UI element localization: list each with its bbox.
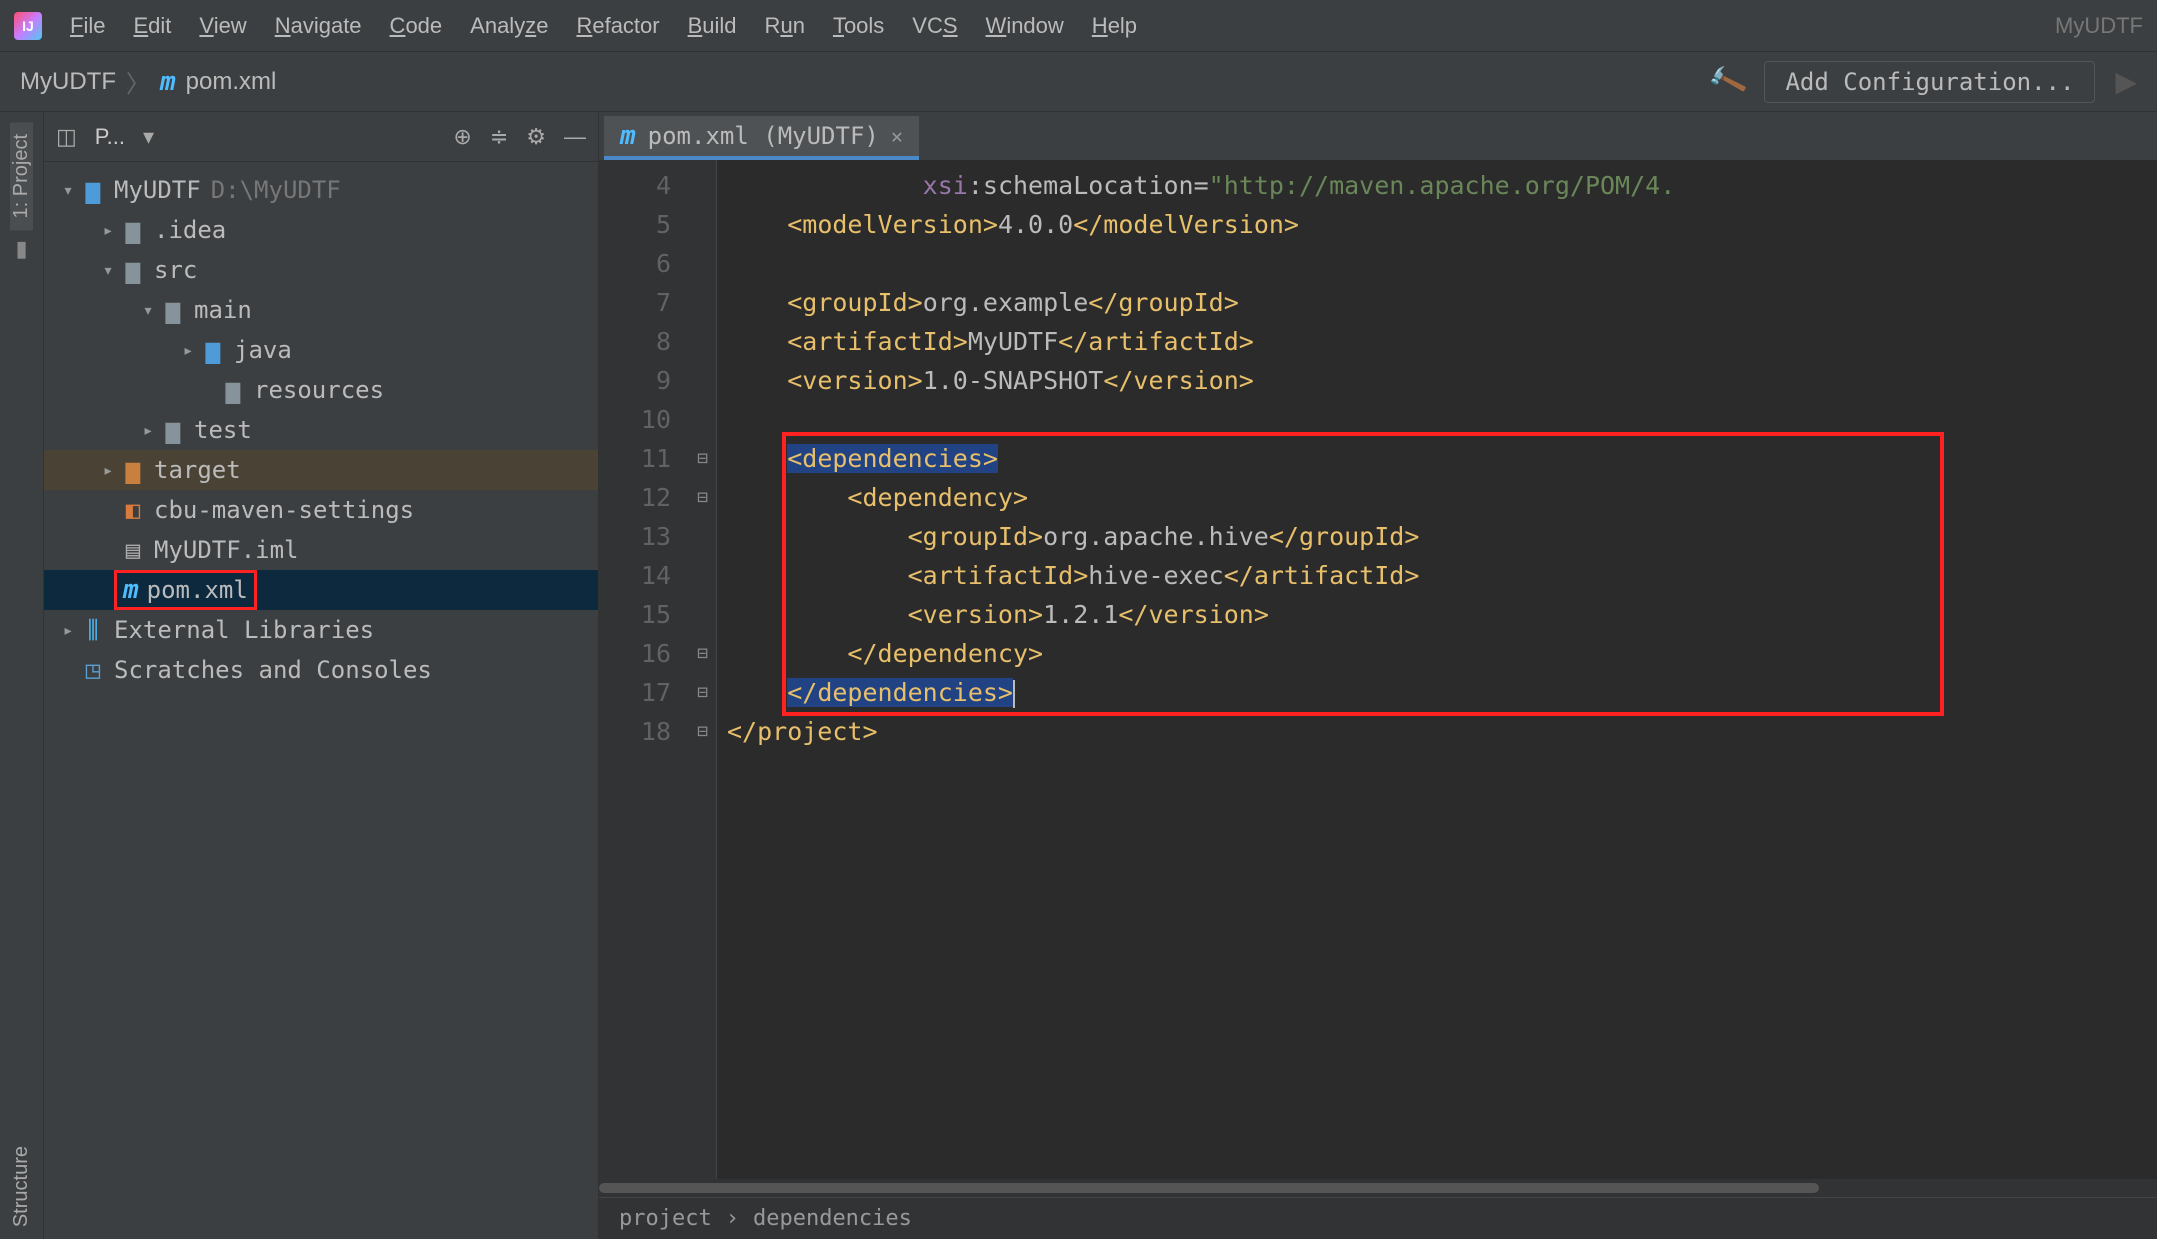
panel-header: ◫ P... ▾ ⊕ ≑ ⚙ — (44, 112, 598, 162)
build-icon[interactable]: 🔨 (1705, 60, 1749, 103)
close-tab-icon[interactable]: ✕ (891, 124, 903, 148)
menu-code[interactable]: Code (390, 13, 443, 39)
breadcrumb-sep-icon: › (726, 1206, 739, 1231)
resources-folder-icon: ▆ (218, 376, 248, 404)
hide-icon[interactable]: — (564, 124, 586, 150)
code-lines[interactable]: xsi:schemaLocation="http://maven.apache.… (717, 160, 2157, 1179)
editor-breadcrumb[interactable]: project › dependencies (599, 1197, 2157, 1239)
breadcrumb-sep: 〉 (126, 64, 150, 99)
tree-root[interactable]: ▆ MyUDTF D:\MyUDTF (44, 170, 598, 210)
editor-area: m pom.xml (MyUDTF) ✕ 4567891011121314151… (599, 112, 2157, 1239)
tree-iml[interactable]: ▤ MyUDTF.iml (44, 530, 598, 570)
excluded-folder-icon: ▆ (118, 456, 148, 484)
settings-icon[interactable]: ⚙ (526, 124, 546, 150)
breadcrumb-project[interactable]: project (619, 1206, 712, 1231)
menu-navigate[interactable]: Navigate (275, 13, 362, 39)
menu-file[interactable]: File (70, 13, 105, 39)
menu-build[interactable]: Build (688, 13, 737, 39)
maven-icon: m (123, 575, 139, 605)
collapse-icon[interactable]: ≑ (490, 124, 508, 150)
line-gutter: 456789101112131415161718 (599, 160, 689, 1179)
run-icon[interactable]: ▶ (2115, 65, 2137, 98)
tree-pom[interactable]: m pom.xml (44, 570, 598, 610)
source-folder-icon: ▆ (198, 336, 228, 364)
menu-help[interactable]: Help (1092, 13, 1137, 39)
tree-main[interactable]: ▆ main (44, 290, 598, 330)
tree-target[interactable]: ▆ target (44, 450, 598, 490)
menubar: IJ File Edit View Navigate Code Analyze … (0, 0, 2157, 52)
app-icon: IJ (14, 12, 42, 40)
rail-project[interactable]: 1: Project (10, 122, 33, 230)
folder-icon: ▆ (158, 416, 188, 444)
tree-idea[interactable]: ▆ .idea (44, 210, 598, 250)
tree-external-libs[interactable]: ⫼ External Libraries (44, 610, 598, 650)
module-icon: ▆ (78, 176, 108, 204)
project-tree: ▆ MyUDTF D:\MyUDTF ▆ .idea ▆ src ▆ main (44, 162, 598, 690)
code-area[interactable]: 456789101112131415161718 ⊟⊟ ⊟⊟⊟ xsi:sche… (599, 160, 2157, 1179)
menu-run[interactable]: Run (765, 13, 805, 39)
horizontal-scrollbar[interactable] (599, 1179, 2157, 1197)
breadcrumb-dependencies[interactable]: dependencies (753, 1206, 912, 1231)
maven-icon: m (620, 121, 636, 151)
scratches-icon: ◳ (78, 656, 108, 684)
tree-src[interactable]: ▆ src (44, 250, 598, 290)
menu-refactor[interactable]: Refactor (576, 13, 659, 39)
maven-icon: m (160, 67, 176, 97)
libraries-icon: ⫼ (78, 616, 108, 644)
tab-label: pom.xml (MyUDTF) (648, 122, 879, 150)
left-rail: 1: Project ▮ Structure (0, 112, 44, 1239)
folder-icon: ▆ (118, 256, 148, 284)
tree-test[interactable]: ▆ test (44, 410, 598, 450)
folder-icon: ▆ (118, 216, 148, 244)
xml-file-icon: ◧ (118, 496, 148, 524)
breadcrumb-root[interactable]: MyUDTF (20, 68, 116, 96)
target-icon[interactable]: ⊕ (453, 124, 471, 150)
menu-analyze[interactable]: Analyze (470, 13, 548, 39)
menu-edit[interactable]: Edit (133, 13, 171, 39)
editor-tab[interactable]: m pom.xml (MyUDTF) ✕ (604, 116, 919, 160)
menu-view[interactable]: View (199, 13, 246, 39)
project-view-icon[interactable]: ◫ (56, 124, 77, 150)
tree-resources[interactable]: ▆ resources (44, 370, 598, 410)
text-cursor (1013, 680, 1015, 708)
tree-java[interactable]: ▆ java (44, 330, 598, 370)
tree-scratches[interactable]: ◳ Scratches and Consoles (44, 650, 598, 690)
rail-structure[interactable]: Structure (10, 1134, 33, 1239)
project-name-right: MyUDTF (2055, 13, 2143, 39)
menu-tools[interactable]: Tools (833, 13, 884, 39)
menu-vcs[interactable]: VCS (912, 13, 957, 39)
panel-title[interactable]: P... (95, 124, 125, 150)
fold-gutter[interactable]: ⊟⊟ ⊟⊟⊟ (689, 160, 717, 1179)
toolbar: MyUDTF 〉 m pom.xml 🔨 Add Configuration..… (0, 52, 2157, 112)
folder-icon: ▆ (158, 296, 188, 324)
scrollbar-thumb[interactable] (599, 1183, 1819, 1193)
add-configuration-button[interactable]: Add Configuration... (1764, 61, 2095, 103)
iml-file-icon: ▤ (118, 536, 148, 564)
breadcrumb-file[interactable]: pom.xml (186, 68, 277, 96)
folder-icon: ▮ (15, 236, 27, 262)
project-panel: ◫ P... ▾ ⊕ ≑ ⚙ — ▆ MyUDTF D:\MyUDTF ▆ .i… (44, 112, 599, 1239)
dropdown-icon[interactable]: ▾ (143, 124, 154, 150)
tab-bar: m pom.xml (MyUDTF) ✕ (599, 112, 2157, 160)
breadcrumb: MyUDTF 〉 m pom.xml (20, 64, 276, 99)
tree-cbu[interactable]: ◧ cbu-maven-settings (44, 490, 598, 530)
menu-window[interactable]: Window (986, 13, 1064, 39)
